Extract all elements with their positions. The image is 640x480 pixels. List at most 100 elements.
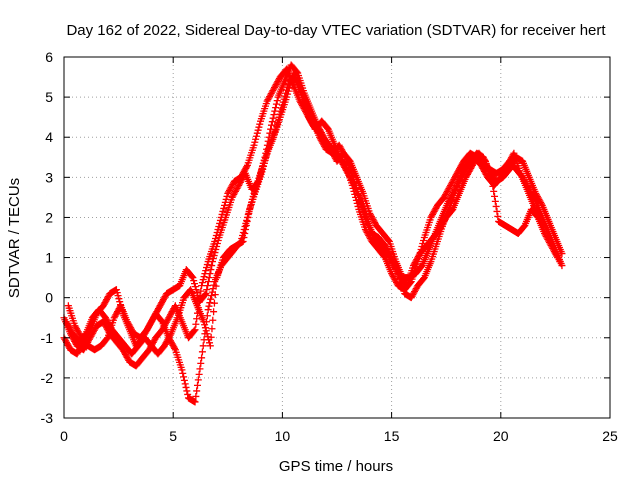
data-point bbox=[499, 169, 507, 177]
data-point bbox=[391, 265, 399, 273]
data-point bbox=[414, 254, 422, 262]
data-point bbox=[100, 300, 108, 308]
data-point bbox=[75, 329, 83, 337]
data-point bbox=[319, 132, 327, 140]
data-point bbox=[436, 225, 444, 233]
data-point bbox=[384, 251, 392, 259]
data-point bbox=[305, 113, 313, 121]
data-point bbox=[271, 107, 279, 115]
data-point bbox=[346, 174, 354, 182]
y-tick-label: 4 bbox=[45, 129, 53, 145]
data-point bbox=[150, 337, 158, 345]
data-point bbox=[121, 350, 129, 358]
data-point bbox=[210, 308, 218, 316]
data-point bbox=[250, 141, 258, 149]
data-point bbox=[462, 173, 470, 181]
data-point bbox=[350, 180, 358, 188]
data-point bbox=[197, 359, 205, 367]
data-point bbox=[181, 380, 189, 388]
data-point bbox=[164, 315, 172, 323]
data-point bbox=[472, 155, 480, 163]
data-point bbox=[390, 262, 398, 270]
data-point bbox=[385, 237, 393, 245]
data-point bbox=[240, 234, 248, 241]
data-point bbox=[193, 387, 201, 395]
data-point bbox=[254, 126, 262, 134]
data-point bbox=[337, 157, 345, 165]
data-point bbox=[328, 148, 336, 156]
data-point bbox=[203, 261, 211, 269]
data-point bbox=[63, 319, 71, 327]
data-point bbox=[146, 320, 154, 328]
data-point bbox=[211, 291, 219, 299]
data-point bbox=[409, 262, 417, 270]
data-point bbox=[67, 327, 75, 335]
data-point bbox=[270, 85, 278, 93]
data-point bbox=[463, 172, 471, 180]
data-point bbox=[115, 295, 123, 303]
data-point bbox=[193, 381, 201, 389]
data-point bbox=[267, 121, 275, 129]
data-point bbox=[394, 269, 402, 277]
data-point bbox=[239, 238, 247, 246]
data-point bbox=[388, 259, 396, 267]
data-point bbox=[269, 114, 277, 122]
data-point bbox=[244, 213, 252, 221]
data-point bbox=[242, 225, 250, 233]
data-point bbox=[190, 277, 198, 285]
data-point bbox=[446, 194, 454, 202]
data-point bbox=[157, 317, 165, 325]
x-tick-label: 5 bbox=[169, 428, 177, 444]
data-point bbox=[402, 281, 410, 289]
data-point bbox=[509, 151, 517, 159]
data-point bbox=[558, 262, 566, 270]
data-point bbox=[156, 302, 164, 310]
data-point bbox=[144, 324, 152, 332]
data-point bbox=[211, 249, 219, 257]
data-point bbox=[445, 184, 453, 192]
data-point bbox=[341, 163, 349, 171]
data-point bbox=[408, 292, 416, 300]
data-point bbox=[153, 308, 161, 316]
data-point bbox=[541, 231, 549, 239]
data-point bbox=[326, 144, 334, 152]
data-point bbox=[195, 370, 203, 378]
data-point bbox=[492, 202, 500, 210]
data-point bbox=[371, 218, 379, 226]
data-point bbox=[544, 236, 552, 244]
data-point bbox=[552, 251, 560, 259]
data-point bbox=[75, 347, 83, 355]
data-point bbox=[212, 246, 220, 254]
data-point bbox=[278, 104, 286, 112]
data-point bbox=[420, 275, 428, 283]
data-point bbox=[203, 330, 211, 338]
data-point bbox=[504, 160, 512, 168]
data-point bbox=[363, 228, 371, 236]
data-point bbox=[326, 145, 334, 153]
data-point bbox=[101, 299, 109, 307]
data-point bbox=[149, 315, 157, 323]
data-point bbox=[278, 101, 286, 109]
data-point bbox=[546, 240, 554, 248]
data-point bbox=[471, 157, 479, 165]
data-series bbox=[60, 61, 566, 406]
data-point bbox=[535, 195, 543, 203]
data-point bbox=[103, 294, 111, 302]
data-point bbox=[203, 286, 211, 294]
data-point bbox=[207, 292, 215, 300]
data-point bbox=[293, 68, 301, 76]
data-point bbox=[124, 355, 132, 363]
data-point bbox=[506, 157, 514, 165]
data-point bbox=[145, 321, 153, 329]
data-point bbox=[198, 348, 206, 356]
data-point bbox=[505, 158, 513, 166]
data-point bbox=[265, 94, 273, 102]
data-point bbox=[252, 132, 260, 140]
data-point bbox=[489, 182, 497, 190]
data-point bbox=[266, 91, 274, 99]
data-point bbox=[322, 136, 330, 144]
data-point bbox=[430, 207, 438, 215]
data-point bbox=[447, 180, 455, 188]
data-point bbox=[317, 127, 325, 135]
